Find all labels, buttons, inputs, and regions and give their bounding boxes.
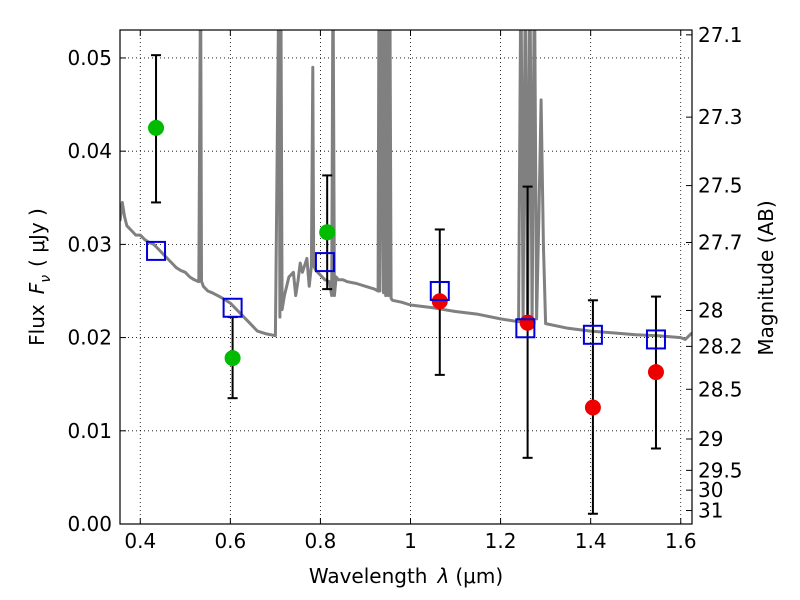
axis-ticks: 0.4 0.6 0.8 1 1.2 1.4 1.6 0.00 0.01 0.02 0.03 0.04 0…	[67, 23, 742, 553]
mag-tick-label: 29	[698, 427, 723, 451]
grid	[120, 30, 692, 525]
mag-tick-label: 27.3	[698, 105, 743, 129]
model-photometry-box	[429, 280, 450, 301]
y-tick-label: 0.04	[67, 139, 112, 163]
green-point	[224, 350, 241, 367]
green-point	[148, 119, 165, 136]
mag-tick-label: 30	[698, 478, 723, 502]
model-photometry-box	[222, 297, 243, 318]
green-point	[319, 224, 336, 241]
y-tick-label: 0.01	[67, 419, 112, 443]
x-tick-label: 0.6	[214, 529, 246, 553]
x-tick-label: 0.8	[305, 529, 337, 553]
x-tick-label: 1.6	[665, 529, 697, 553]
red-point	[519, 314, 536, 331]
model-spectrum-line	[120, 30, 692, 341]
y-tick-label: 0.02	[67, 326, 112, 350]
x-tick-label: 1	[404, 529, 417, 553]
model-photometry-box	[645, 329, 666, 350]
data-marks	[146, 54, 666, 515]
plot-frame	[119, 29, 693, 525]
x-axis-label: Wavelength λ (μm)	[309, 564, 503, 588]
mag-tick-label: 31	[698, 499, 723, 523]
x-tick-label: 1.2	[485, 529, 517, 553]
model-photometry-box	[582, 324, 603, 345]
mag-tick-label: 28	[698, 298, 723, 322]
y2-axis-label: Magnitude (AB)	[754, 200, 778, 355]
mag-tick-label: 29.5	[698, 458, 743, 482]
mag-tick-label: 27.7	[698, 231, 743, 255]
mag-tick-label: 28.2	[698, 334, 743, 358]
mag-tick-label: 28.5	[698, 377, 743, 401]
y-tick-label: 0.05	[67, 46, 112, 70]
y-tick-label: 0.00	[67, 512, 112, 536]
mag-tick-label: 27.1	[698, 23, 743, 47]
red-point	[584, 399, 601, 416]
x-tick-label: 0.4	[124, 529, 156, 553]
red-point	[647, 364, 664, 381]
y-tick-label: 0.03	[67, 232, 112, 256]
model-photometry-box	[314, 252, 335, 273]
red-point	[431, 293, 448, 310]
x-tick-label: 1.4	[575, 529, 607, 553]
model-photometry-box	[146, 240, 167, 261]
mag-tick-label: 27.5	[698, 174, 743, 198]
model-photometry-box	[515, 318, 536, 339]
y-axis-label: FluxFν( μJy )	[25, 208, 54, 346]
